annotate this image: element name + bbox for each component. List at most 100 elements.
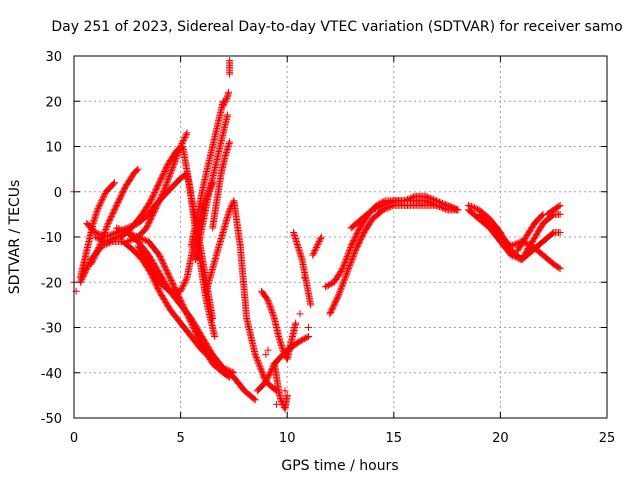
data-point	[126, 236, 134, 244]
series-track-d	[91, 228, 234, 381]
data-point	[168, 167, 176, 175]
data-point	[312, 244, 320, 252]
data-point	[347, 244, 355, 252]
data-point	[345, 265, 353, 273]
data-point	[182, 132, 190, 140]
data-point	[279, 346, 287, 354]
data-point	[524, 240, 532, 248]
data-point	[104, 232, 112, 240]
data-point	[337, 286, 345, 294]
data-point	[224, 372, 232, 380]
data-point	[349, 253, 357, 261]
y-tick-label: -40	[41, 367, 62, 382]
data-point	[299, 336, 307, 344]
data-point	[556, 210, 564, 218]
data-point	[265, 370, 273, 378]
data-point	[315, 238, 323, 246]
data-point	[105, 232, 113, 240]
data-point	[469, 203, 477, 211]
data-point	[93, 229, 101, 237]
data-point	[168, 165, 176, 173]
data-point	[111, 229, 119, 237]
data-point	[177, 286, 185, 294]
data-point	[334, 293, 342, 301]
data-point	[101, 191, 109, 199]
data-point	[102, 225, 110, 233]
data-point	[253, 355, 261, 363]
series-track-r	[270, 360, 291, 413]
data-point	[114, 228, 122, 236]
data-point	[181, 133, 189, 141]
data-point	[311, 247, 319, 255]
data-point	[109, 180, 117, 188]
data-point	[164, 177, 172, 185]
data-point	[265, 372, 273, 380]
data-point	[292, 319, 300, 327]
data-point	[91, 228, 99, 236]
data-point	[344, 266, 352, 274]
series-track-t	[309, 233, 325, 259]
data-point	[381, 201, 389, 209]
data-point	[442, 201, 450, 209]
data-point	[448, 203, 456, 211]
data-point	[439, 199, 447, 207]
data-point	[262, 378, 270, 386]
data-point	[346, 245, 354, 253]
data-point	[435, 198, 443, 206]
data-point	[263, 376, 271, 384]
data-point	[342, 271, 350, 279]
data-point	[405, 195, 413, 203]
data-point	[166, 170, 174, 178]
data-point	[222, 366, 230, 374]
data-point	[94, 230, 102, 238]
data-point	[169, 164, 177, 172]
data-point	[99, 194, 107, 202]
data-point	[254, 358, 262, 366]
data-point	[266, 301, 274, 309]
data-point	[283, 391, 291, 399]
data-point	[340, 262, 348, 270]
data-point	[314, 241, 322, 249]
data-point	[423, 193, 431, 201]
data-point	[309, 251, 317, 259]
data-point	[346, 260, 354, 268]
data-point	[322, 283, 330, 291]
data-point	[117, 227, 125, 235]
data-point	[178, 284, 186, 292]
data-point	[219, 364, 227, 372]
data-point	[97, 198, 105, 206]
data-point	[373, 204, 381, 212]
data-point	[129, 235, 137, 243]
data-point	[98, 197, 106, 205]
data-point	[181, 278, 189, 286]
data-point	[128, 236, 136, 244]
data-point	[429, 196, 437, 204]
data-point	[345, 248, 353, 256]
y-tick-label: 30	[45, 50, 62, 65]
data-point	[407, 194, 415, 202]
data-point	[509, 241, 517, 249]
data-point	[449, 204, 457, 212]
x-tick-label: 5	[176, 431, 184, 446]
data-point	[324, 281, 332, 289]
data-point	[222, 96, 230, 104]
series-track-e	[113, 224, 238, 377]
data-point	[345, 247, 353, 255]
data-point	[131, 234, 139, 242]
data-point	[258, 369, 266, 377]
data-point	[133, 166, 141, 174]
y-tick-label: -20	[41, 276, 62, 291]
data-point	[252, 354, 260, 362]
data-point	[224, 111, 232, 119]
data-point	[434, 197, 442, 205]
data-point	[525, 241, 533, 249]
data-point	[268, 308, 276, 316]
data-point	[257, 366, 265, 374]
data-point	[165, 174, 173, 182]
y-axis-title: SDTVAR / TECUs	[7, 180, 23, 295]
data-point	[443, 201, 451, 209]
data-point	[99, 232, 107, 240]
y-tick-label: 10	[45, 141, 62, 156]
data-point	[310, 248, 318, 256]
